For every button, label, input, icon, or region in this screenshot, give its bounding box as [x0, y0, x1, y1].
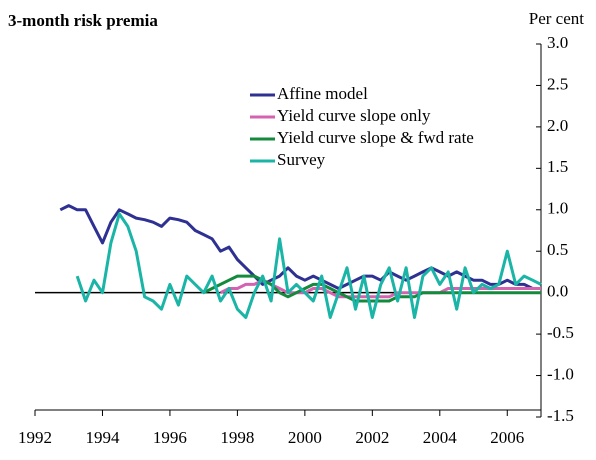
series-line	[59, 204, 541, 290]
x-tick-label: 1996	[153, 428, 187, 447]
series-line	[75, 212, 542, 319]
x-tick-label: 2006	[490, 428, 524, 447]
y-tick-label: -1.5	[547, 406, 574, 425]
y-unit-label: Per cent	[529, 9, 585, 28]
chart-title: 3-month risk premia	[8, 11, 158, 30]
y-tick-label: 0.0	[547, 282, 568, 301]
y-tick-label: 0.5	[547, 240, 568, 259]
x-tick-label: 2004	[423, 428, 458, 447]
y-tick-label: 2.5	[547, 74, 568, 93]
x-tick-label: 2002	[355, 428, 389, 447]
y-tick-label: -1.0	[547, 364, 574, 383]
legend-label: Yield curve slope & fwd rate	[277, 128, 474, 147]
x-tick-label: 2000	[288, 428, 322, 447]
legend-label: Survey	[277, 150, 326, 169]
legend-label: Affine model	[277, 84, 368, 103]
y-tick-label: 2.0	[547, 116, 568, 135]
y-tick-label: 1.0	[547, 199, 568, 218]
y-tick-label: -0.5	[547, 323, 574, 342]
y-tick-label: 3.0	[547, 33, 568, 52]
x-tick-label: 1992	[18, 428, 52, 447]
x-tick-label: 1998	[220, 428, 254, 447]
legend-label: Yield curve slope only	[277, 106, 431, 125]
y-tick-label: 1.5	[547, 157, 568, 176]
x-tick-label: 1994	[85, 428, 120, 447]
